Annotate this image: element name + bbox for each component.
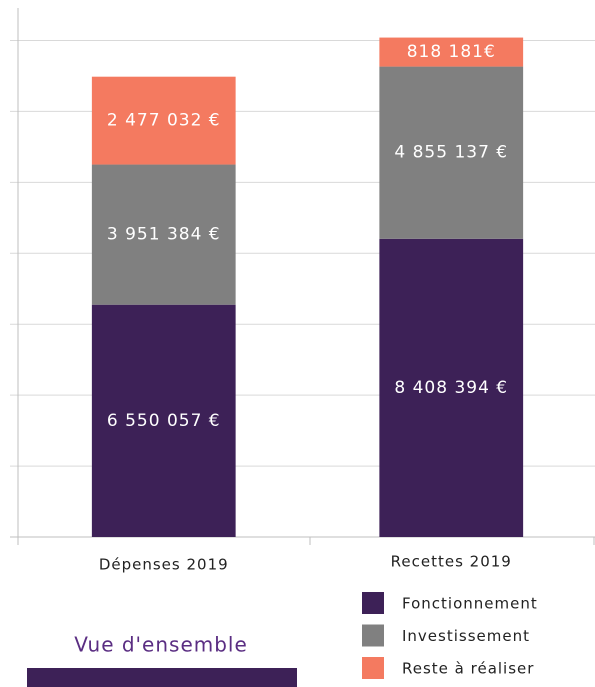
bar-segment	[379, 37, 524, 67]
value-label: 4 855 137 €	[394, 143, 508, 163]
legend-label: Fonctionnement	[402, 595, 538, 613]
bar-segment	[91, 304, 236, 537]
bar-segment	[379, 238, 524, 537]
legend-label: Reste à réaliser	[402, 660, 534, 678]
bar-segment	[91, 164, 236, 305]
x-tick-label: Recettes 2019	[391, 553, 512, 571]
chart-title: Vue d'ensemble	[74, 633, 248, 657]
value-label: 6 550 057 €	[107, 411, 221, 431]
value-label: 2 477 032 €	[107, 111, 221, 131]
legend-swatch	[362, 624, 384, 647]
x-tick-label: Dépenses 2019	[99, 556, 229, 574]
bar-segment	[91, 76, 236, 165]
value-label: 818 181€	[407, 42, 496, 62]
title-underline	[27, 668, 297, 687]
value-label: 3 951 384 €	[107, 225, 221, 245]
bar-segment	[379, 66, 524, 239]
legend-swatch	[362, 592, 384, 614]
value-label: 8 408 394 €	[394, 378, 508, 398]
legend-label: Investissement	[402, 627, 530, 645]
legend-swatch	[362, 657, 384, 679]
